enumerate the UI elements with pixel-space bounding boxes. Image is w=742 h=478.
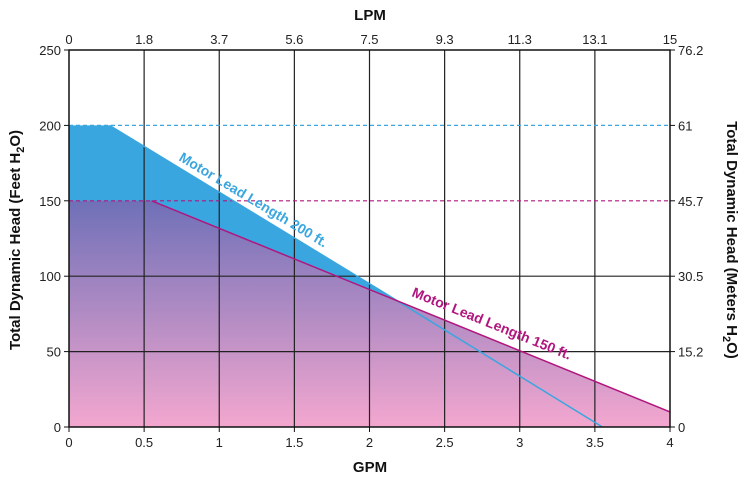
y-axis-title-right: Total Dynamic Head (Meters H2O) [720,121,740,359]
tick-label-gpm: 1.5 [285,435,303,450]
tick-label-gpm: 1 [216,435,223,450]
tick-label-gpm: 0 [65,435,72,450]
x-axis-title-top: LPM [354,7,386,24]
tick-label-gpm: 0.5 [135,435,153,450]
tick-label-meters: 30.5 [678,269,703,284]
tick-label-meters: 61 [678,118,692,133]
y-axis-title-left: Total Dynamic Head (Feet H2O) [7,130,27,350]
tick-label-feet: 150 [39,194,61,209]
tick-label-gpm: 2.5 [436,435,454,450]
tick-label-feet: 250 [39,43,61,58]
tick-label-feet: 100 [39,269,61,284]
tick-label-feet: 50 [47,345,61,360]
tick-label-lpm: 3.7 [210,32,228,47]
tick-label-lpm: 1.8 [135,32,153,47]
tick-label-lpm: 13.1 [582,32,607,47]
tick-label-meters: 15.2 [678,345,703,360]
series-line-200ft [109,124,603,427]
tick-label-meters: 0 [678,420,685,435]
tick-label-lpm: 7.5 [360,32,378,47]
tick-label-lpm: 9.3 [436,32,454,47]
x-axis-title-bottom: GPM [353,459,387,476]
tick-label-meters: 76.2 [678,43,703,58]
tick-label-gpm: 3.5 [586,435,604,450]
tick-label-lpm: 15 [663,32,677,47]
tick-label-gpm: 4 [666,435,673,450]
tick-label-gpm: 2 [366,435,373,450]
tick-label-gpm: 3 [516,435,523,450]
tick-label-lpm: 0 [65,32,72,47]
series-line-150ft [151,200,670,413]
tick-label-meters: 45.7 [678,194,703,209]
tick-label-lpm: 5.6 [285,32,303,47]
tick-label-feet: 0 [54,420,61,435]
tick-label-feet: 200 [39,118,61,133]
tick-label-lpm: 11.3 [508,32,532,47]
